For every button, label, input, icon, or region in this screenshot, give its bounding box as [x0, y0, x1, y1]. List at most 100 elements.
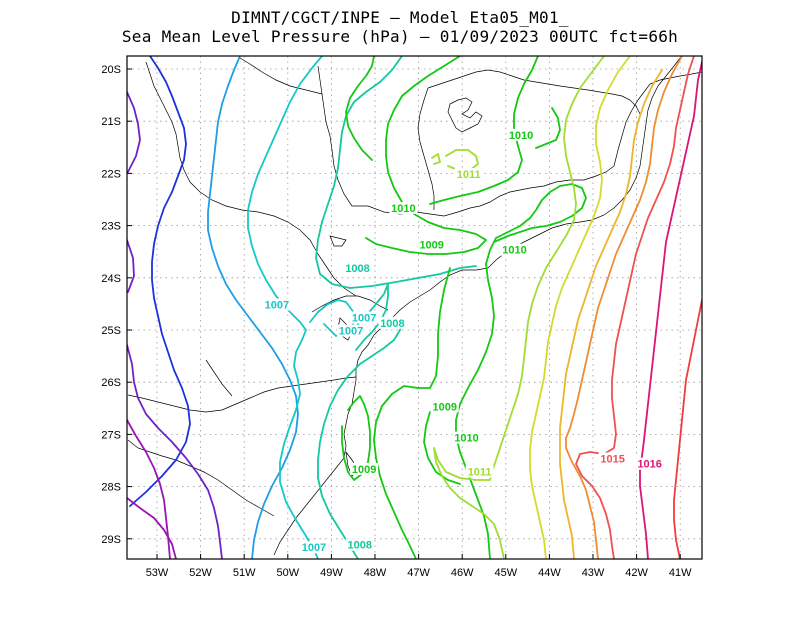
- isobar-1005: [127, 497, 177, 559]
- isobar-1011: [431, 153, 441, 165]
- isobar-label: 1008: [380, 318, 404, 330]
- lon-tick-label: 53W: [146, 567, 169, 579]
- state-border: [127, 376, 357, 413]
- coastline: [487, 57, 681, 269]
- isobar-label: 1008: [347, 540, 371, 552]
- isobar-1010: [423, 411, 461, 485]
- isobar-1009: [365, 56, 487, 255]
- lon-tick-label: 50W: [276, 567, 299, 579]
- lat-tick-label: 21S: [101, 116, 121, 128]
- isobar-label-bg: [417, 238, 446, 251]
- state-border: [205, 359, 233, 397]
- isobar-1005: [127, 419, 171, 559]
- isobar-label: 1009: [433, 401, 457, 413]
- figure-title-line2: Sea Mean Level Pressure (hPa) – 01/09/20…: [121, 27, 679, 46]
- isobar-1004: [127, 239, 135, 293]
- isobar-label-bg: [452, 431, 481, 444]
- reservoir: [447, 97, 483, 133]
- state-border: [417, 87, 435, 210]
- isobar-label-bg: [598, 452, 627, 465]
- isobar-label-bg: [465, 465, 494, 478]
- isobar-1009: [345, 56, 375, 161]
- isobar-1011: [433, 56, 605, 559]
- isobar-1013: [559, 69, 663, 559]
- isobar-label: 1015: [600, 454, 624, 466]
- axis-ticks: 20S 21S 22S 23S 24S 25S 26S 27S 28S 29S 53W 52W 51W 5…: [101, 64, 692, 579]
- state-border: [311, 295, 389, 313]
- isobar-label: 1011: [457, 169, 481, 181]
- lon-tick-label: 47W: [407, 567, 430, 579]
- lon-tick-label: 52W: [189, 567, 212, 579]
- isobar-label-bg: [262, 298, 291, 311]
- isobar-label-bg: [454, 168, 483, 181]
- lon-tick-label: 49W: [320, 567, 343, 579]
- isobar-1004: [127, 91, 141, 173]
- isobar-label: 1009: [419, 239, 443, 251]
- lat-tick-label: 20S: [101, 64, 121, 76]
- isobar-label: 1010: [502, 245, 526, 257]
- lat-tick-label: 24S: [101, 273, 121, 285]
- isobar-1008: [317, 317, 403, 559]
- lat-tick-label: 22S: [101, 168, 121, 180]
- isobar-1014: [565, 56, 683, 559]
- isobar-1017: [673, 299, 702, 559]
- isobar-label-bg: [500, 243, 529, 256]
- isobar-label-bg: [343, 261, 372, 274]
- isobar-1009: [341, 395, 371, 481]
- isobar-label: 1007: [265, 300, 289, 312]
- lat-tick-label: 27S: [101, 429, 121, 441]
- state-border: [239, 57, 323, 95]
- isobar-label-bg: [507, 128, 536, 141]
- figure-title-line1: DIMNT/CGCT/INPE – Model Eta05_M01_: [231, 8, 569, 27]
- isobar-1009: [373, 267, 451, 559]
- isobar-1016: [639, 61, 702, 559]
- lon-tick-label: 41W: [669, 567, 692, 579]
- isobar-label: 1007: [302, 542, 326, 554]
- lat-tick-label: 25S: [101, 325, 121, 337]
- isobar-1008: [315, 56, 477, 289]
- isobar-label-bg: [389, 201, 418, 214]
- state-border: [145, 61, 319, 255]
- isobar-label-bg: [345, 538, 374, 551]
- lon-tick-label: 43W: [582, 567, 605, 579]
- political-boundaries: [127, 57, 702, 556]
- isobar-label-bg: [378, 316, 407, 329]
- state-border: [613, 71, 702, 167]
- lat-tick-label: 26S: [101, 377, 121, 389]
- isobar-label: 1016: [637, 459, 661, 471]
- isobar-label: 1008: [345, 263, 369, 275]
- lon-tick-label: 42W: [625, 567, 648, 579]
- isobars: [127, 56, 702, 559]
- state-border: [427, 69, 641, 115]
- reservoir: [329, 235, 347, 247]
- lon-tick-label: 46W: [451, 567, 474, 579]
- isobar-label: 1010: [454, 433, 478, 445]
- state-border: [317, 65, 353, 207]
- state-border: [317, 253, 357, 297]
- isobar-label-bg: [337, 324, 366, 337]
- isobar-1007: [247, 56, 323, 559]
- isobar-label-bg: [635, 457, 664, 470]
- state-border: [127, 439, 275, 517]
- lon-tick-label: 51W: [233, 567, 256, 579]
- isobar-1010: [429, 56, 539, 205]
- isobar-label-bg: [299, 541, 328, 554]
- lat-tick-label: 23S: [101, 221, 121, 233]
- isobar-label-bg: [350, 311, 379, 324]
- isobar-label: 1010: [509, 130, 533, 142]
- isobar-1004: [127, 344, 223, 559]
- isobar-1015: [575, 56, 695, 559]
- plot-frame: [126, 55, 703, 560]
- isobar-label-bg: [350, 462, 379, 475]
- isobar-1012: [529, 56, 631, 559]
- lon-tick-label: 45W: [494, 567, 517, 579]
- isobar-1003: [129, 56, 191, 507]
- lon-tick-label: 44W: [538, 567, 561, 579]
- isobar-label: 1007: [339, 326, 363, 338]
- lon-tick-label: 48W: [364, 567, 387, 579]
- isobar-label-bg: [430, 400, 459, 413]
- graticule: [127, 56, 702, 559]
- isobar-label: 1007: [352, 313, 376, 325]
